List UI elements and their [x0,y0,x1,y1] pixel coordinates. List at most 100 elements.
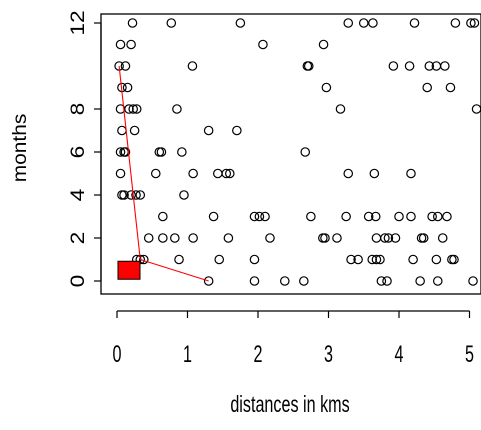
data-point [404,61,415,71]
data-point [223,233,234,243]
data-point [388,61,399,71]
data-point [320,233,330,243]
data-point [468,276,478,286]
data-point [469,18,480,28]
data-point [422,82,432,93]
data-point [254,211,265,222]
data-point [442,211,452,222]
data-point [432,276,443,286]
data-point [260,211,270,222]
data-point [122,82,133,93]
data-point [375,254,385,265]
x-tick-label: 3 [324,342,333,368]
data-point [221,168,232,179]
data-point [321,82,332,93]
y-axis-title: months [10,114,31,183]
data-point [341,211,351,222]
data-point [126,190,136,200]
data-point [150,168,161,179]
data-point [368,18,378,28]
data-point [335,104,346,114]
data-point [208,211,219,222]
data-point [249,276,260,286]
data-point [158,233,168,243]
data-point [332,233,342,243]
data-point [249,211,260,222]
data-point [418,233,429,243]
data-point [343,168,354,179]
data-point [370,211,381,222]
data-point [203,125,214,136]
y-tick-label: 12 [68,10,89,35]
data-point [343,18,354,28]
y-tick-label: 6 [68,146,89,159]
data-point [213,168,223,179]
data-point [318,39,329,50]
data-point [409,18,420,28]
data-point [300,147,311,157]
y-tick-label: 4 [68,188,89,201]
data-point [437,233,448,243]
x-tick-label: 0 [113,342,122,368]
path-layer [117,65,209,282]
data-point [172,104,182,114]
data-point [371,233,382,243]
red-path-line [118,65,209,282]
data-point [126,39,136,50]
data-point [117,125,127,136]
data-point [431,254,442,265]
data-point [115,39,126,50]
data-point [188,233,198,243]
data-point [376,276,387,286]
data-point [115,147,126,157]
data-point [131,190,141,200]
data-point [382,276,392,286]
data-point [353,254,363,265]
data-point [265,233,275,243]
data-point [174,254,184,265]
data-point [127,18,138,28]
data-point [466,18,476,28]
data-point [445,82,456,93]
data-point [258,39,268,50]
data-point [471,104,481,114]
data-point [120,61,131,71]
data-point [380,233,390,243]
x-axis-title: distances in kms [230,392,349,417]
data-point [367,254,378,265]
data-point [406,168,416,179]
x-tick-label: 4 [395,342,404,368]
data-point [158,211,168,222]
data-point [214,254,225,265]
data-point [369,168,380,179]
data-point [427,211,437,222]
data-point [225,168,235,179]
data-point [450,18,461,28]
data-point [440,61,450,71]
red-square-marker [117,260,141,280]
data-point [170,233,180,243]
data-point [143,233,154,243]
x-tick-label: 5 [465,342,474,368]
y-tick-label: 2 [68,232,89,245]
data-point [303,61,314,71]
data-point [432,211,443,222]
data-point [177,147,187,157]
data-point [408,254,418,265]
data-point [135,190,146,200]
data-point [187,61,198,71]
data-point [166,18,177,28]
data-point [131,104,142,114]
data-point [346,254,356,265]
data-point [235,18,246,28]
data-point [390,233,401,243]
data-point [179,190,189,200]
x-tick-label: 1 [183,342,192,368]
data-point [306,211,316,222]
y-tick-label: 0 [68,275,89,288]
data-point [232,125,242,136]
data-point [129,125,140,136]
data-point [188,168,198,179]
